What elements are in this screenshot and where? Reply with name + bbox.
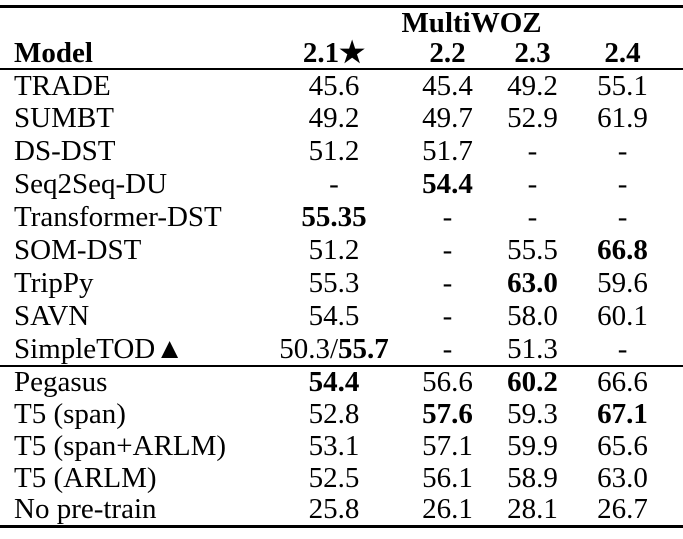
value-cell: 51.7	[422, 135, 473, 167]
value-cell: 60.2	[507, 366, 558, 398]
table-row: T5 (span) 52.8 57.6 59.3 67.1	[0, 398, 683, 430]
results-table: MultiWOZ Model 2.1★ 2.2 2.3 2.4 TRADE 45.…	[0, 5, 683, 528]
value-cell: -	[527, 168, 538, 200]
value-cell: -	[442, 201, 453, 233]
value-cell: 66.6	[597, 366, 648, 398]
value-cell: 50.3/55.7	[279, 333, 389, 365]
column-header-2-4: 2.4	[604, 38, 641, 69]
value-cell: 49.7	[422, 102, 473, 134]
table-row: TRADE 45.6 45.4 49.2 55.1	[0, 69, 683, 102]
model-name-cell: TripPy	[14, 267, 94, 299]
table-row: Seq2Seq-DU - 54.4 - -	[0, 168, 683, 201]
table-body-group-2: Pegasus 54.4 56.6 60.2 66.6 T5 (span) 52.8 57.6…	[0, 366, 683, 526]
value-cell: 54.5	[308, 300, 360, 332]
value-cell: 59.3	[507, 398, 558, 430]
value-cell: 49.2	[507, 69, 558, 102]
table-row: SAVN 54.5 - 58.0 60.1	[0, 300, 683, 333]
column-header-2-3: 2.3	[514, 38, 551, 69]
table-row: No pre-train 25.8 26.1 28.1 26.7	[0, 494, 683, 526]
value-cell: 57.1	[422, 430, 473, 462]
value-cell: 52.8	[308, 398, 360, 430]
value-cell: -	[617, 333, 628, 365]
model-name-cell: T5 (span)	[14, 398, 126, 430]
column-header-2-1: 2.1★	[302, 38, 366, 69]
value-cell: 51.2	[308, 234, 360, 266]
value-cell: 55.5	[507, 234, 558, 266]
model-name-cell: SUMBT	[14, 102, 114, 134]
column-header-2-2: 2.2	[429, 38, 466, 69]
value-cell: -	[442, 267, 453, 299]
value-cell: -	[617, 168, 628, 200]
table-row: Transformer-DST 55.35 - - -	[0, 201, 683, 234]
value-cell: 59.6	[597, 267, 648, 299]
value-cell: 67.1	[597, 398, 648, 430]
value-cell: 52.5	[308, 462, 360, 494]
model-name-cell: TRADE	[14, 69, 111, 102]
value-cell: 63.0	[507, 267, 558, 299]
value-cell: 53.1	[308, 430, 360, 462]
value-cell: 55.3	[308, 267, 360, 299]
table-row: SimpleTOD▲ 50.3/55.7 - 51.3 -	[0, 333, 683, 366]
model-name-cell: Seq2Seq-DU	[14, 168, 168, 200]
table-row: TripPy 55.3 - 63.0 59.6	[0, 267, 683, 300]
model-name-cell: SOM-DST	[14, 234, 142, 266]
table-row: Pegasus 54.4 56.6 60.2 66.6	[0, 366, 683, 398]
model-name-cell: DS-DST	[14, 135, 116, 167]
model-name-cell: No pre-train	[14, 494, 157, 525]
value-cell: -	[329, 168, 339, 200]
value-cell: 26.7	[597, 494, 648, 525]
value-cell: 55.35	[301, 201, 367, 233]
value-cell: 49.2	[308, 102, 360, 134]
value-cell: 54.4	[422, 168, 473, 200]
model-name-cell: SAVN	[14, 300, 90, 332]
value-cell: 60.1	[597, 300, 648, 332]
table-row: SUMBT 49.2 49.7 52.9 61.9	[0, 102, 683, 135]
value-cell: 51.3	[507, 333, 558, 365]
value-cell: 63.0	[597, 462, 648, 494]
value-cell: 58.9	[507, 462, 558, 494]
value-cell: 52.9	[507, 102, 558, 134]
value-cell: 55.1	[597, 69, 648, 102]
table-row: SOM-DST 51.2 - 55.5 66.8	[0, 234, 683, 267]
value-cell: 57.6	[422, 398, 473, 430]
empty-header-cell	[0, 7, 268, 39]
model-name-cell: T5 (ARLM)	[14, 462, 157, 494]
value-cell: -	[527, 135, 538, 167]
column-header-model: Model	[14, 38, 93, 69]
group-header-row: MultiWOZ	[0, 7, 683, 39]
model-name-cell: T5 (span+ARLM)	[14, 430, 227, 462]
value-cell: 56.1	[422, 462, 473, 494]
value-cell: 66.8	[597, 234, 648, 266]
value-cell: 45.4	[422, 69, 473, 102]
model-name-cell: SimpleTOD▲	[14, 333, 184, 365]
value-cell: 59.9	[507, 430, 558, 462]
column-header-row: Model 2.1★ 2.2 2.3 2.4	[0, 38, 683, 69]
table-row: T5 (span+ARLM) 53.1 57.1 59.9 65.6	[0, 430, 683, 462]
value-cell: -	[442, 234, 453, 266]
model-name-cell: Pegasus	[14, 366, 108, 398]
value-cell: -	[527, 201, 538, 233]
table-row: T5 (ARLM) 52.5 56.1 58.9 63.0	[0, 462, 683, 494]
value-cell: 28.1	[507, 494, 558, 525]
value-cell: -	[617, 201, 628, 233]
value-cell: 26.1	[422, 494, 473, 525]
value-cell: 51.2	[308, 135, 360, 167]
dataset-group-header: MultiWOZ	[401, 6, 542, 38]
value-cell: 54.4	[308, 366, 360, 398]
value-cell: 56.6	[422, 366, 473, 398]
table-body-group-1: TRADE 45.6 45.4 49.2 55.1 SUMBT 49.2 49.7 52.9 61…	[0, 69, 683, 366]
value-cell: 25.8	[308, 494, 360, 525]
value-cell: -	[617, 135, 628, 167]
model-name-cell: Transformer-DST	[14, 201, 222, 233]
value-cell: -	[442, 300, 453, 332]
value-cell: 45.6	[308, 69, 360, 102]
value-cell: 65.6	[597, 430, 648, 462]
value-cell: -	[442, 333, 453, 365]
value-cell: 58.0	[507, 300, 558, 332]
value-cell: 61.9	[597, 102, 648, 134]
table-row: DS-DST 51.2 51.7 - -	[0, 135, 683, 168]
